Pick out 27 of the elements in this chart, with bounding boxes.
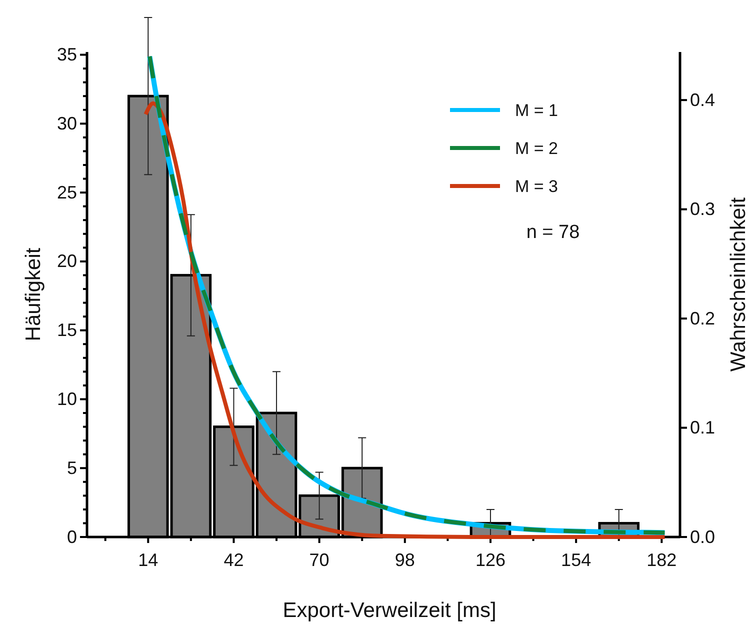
legend-label: M = 1 [515,101,558,120]
legend-label: M = 2 [515,139,558,158]
y-tick-label: 0 [66,526,77,547]
legend-label: M = 3 [515,177,558,196]
y-axis-title: Häufigkeit [22,248,45,342]
x-tick-label: 70 [309,550,330,570]
y2-tick-label: 0.1 [690,418,716,438]
x-tick-label: 98 [394,550,415,570]
annotation: n = 78 [526,222,580,243]
y2-tick-label: 0.3 [690,199,716,220]
y-tick-label: 5 [66,458,77,478]
y2-tick-label: 0.4 [690,90,716,110]
y-tick-label: 25 [56,182,77,202]
y-tick-label: 30 [56,113,77,134]
y2-tick-label: 0.2 [690,308,716,328]
y2-tick-label: 0.0 [690,526,716,547]
x-tick-label: 14 [138,550,158,570]
x-tick-label: 154 [561,550,592,570]
x-tick-label: 126 [475,550,506,570]
y-tick-label: 35 [56,44,77,65]
x-tick-label: 182 [646,550,677,570]
y-tick-label: 10 [56,388,77,409]
y-tick-label: 20 [56,251,77,272]
y2-axis-title: Wahrscheinlichkeit [727,197,750,372]
x-tick-label: 42 [224,550,244,570]
y-tick-label: 15 [56,320,77,340]
x-axis-title: Export-Verweilzeit [ms] [282,599,496,622]
